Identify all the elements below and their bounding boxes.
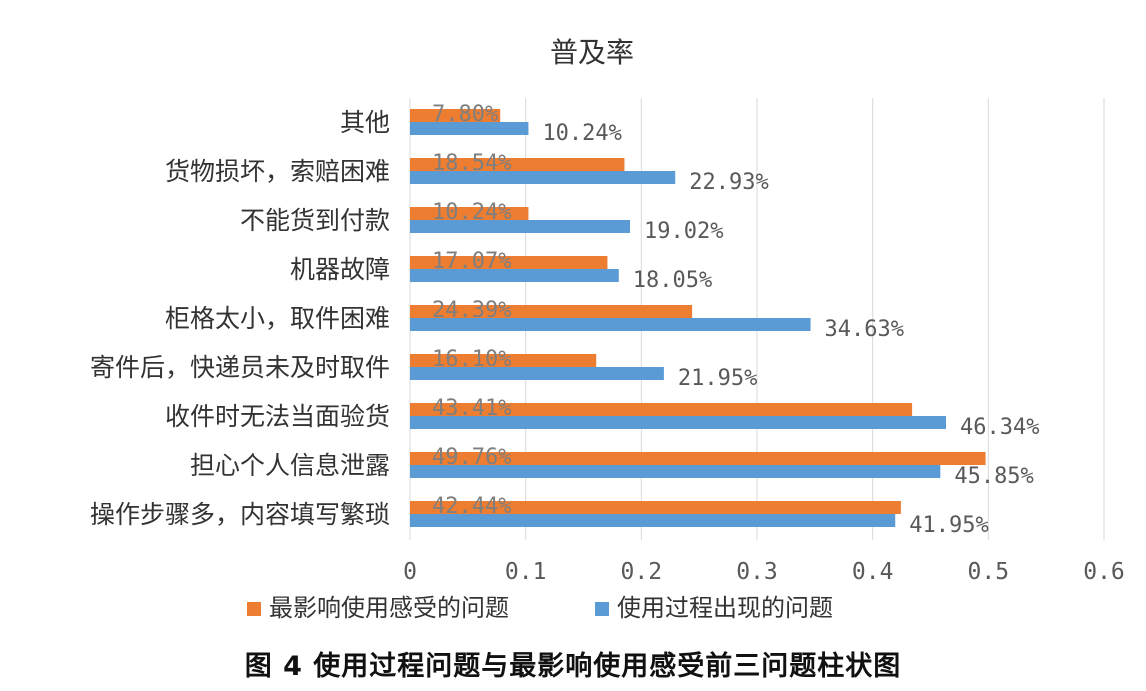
category-label: 收件时无法当面验货: [165, 402, 390, 431]
chart-title: 普及率: [550, 36, 634, 69]
x-tick-label: 0.3: [736, 559, 778, 585]
bar-series-2: [410, 122, 529, 135]
bar-series-2: [410, 367, 664, 380]
data-label-series-2: 10.24%: [542, 121, 621, 146]
data-label-series-1: 43.41%: [432, 396, 511, 421]
bar-series-2: [410, 514, 896, 527]
bar-series-2: [410, 220, 630, 233]
x-tick-label: 0.6: [1083, 559, 1125, 585]
data-label-series-1: 42.44%: [432, 494, 511, 519]
bar-series-2: [410, 416, 946, 429]
data-label-series-1: 7.80%: [432, 102, 498, 127]
data-label-series-2: 22.93%: [689, 170, 768, 195]
bar-series-2: [410, 318, 811, 331]
bar-series-1: [410, 305, 693, 318]
legend-swatch-series-2: [595, 602, 609, 616]
category-label: 操作步骤多，内容填写繁琐: [90, 500, 390, 529]
category-label: 柜格太小，取件困难: [165, 304, 390, 333]
category-label: 其他: [340, 108, 390, 137]
bar-series-1: [410, 403, 913, 416]
legend-label-series-1: 最影响使用感受的问题: [269, 594, 509, 622]
legend-label-series-2: 使用过程出现的问题: [617, 594, 833, 622]
x-tick-label: 0.4: [852, 559, 894, 585]
bar-series-2: [410, 465, 941, 478]
bar-series-1: [410, 354, 597, 367]
bar-series-1: [410, 501, 901, 514]
bar-series-1: [410, 207, 529, 220]
bar-series-2: [410, 269, 619, 282]
data-label-series-1: 17.07%: [432, 249, 511, 274]
data-label-series-2: 45.85%: [954, 464, 1033, 489]
data-label-series-2: 21.95%: [678, 366, 757, 391]
bar-chart: 普及率 0 0.1 0.2 0.3 0.4 0.5 0.6 其他 7.80% 10.24% 货物损坏，…: [90, 36, 1125, 622]
data-label-series-2: 41.95%: [909, 513, 988, 538]
category-label: 不能货到付款: [240, 206, 390, 235]
data-label-series-2: 19.02%: [644, 219, 723, 244]
data-label-series-1: 16.10%: [432, 347, 511, 372]
x-tick-label: 0.5: [968, 559, 1010, 585]
x-tick-label: 0: [403, 559, 417, 585]
bar-series-1: [410, 109, 501, 122]
x-tick-label: 0.1: [505, 559, 547, 585]
data-label-series-2: 46.34%: [960, 415, 1039, 440]
category-label: 担心个人信息泄露: [190, 451, 390, 480]
data-label-series-1: 24.39%: [432, 298, 511, 323]
category-label: 寄件后，快递员未及时取件: [90, 353, 390, 382]
data-label-series-1: 49.76%: [432, 445, 511, 470]
x-tick-label: 0.2: [621, 559, 663, 585]
category-label: 货物损坏，索赔困难: [165, 157, 390, 186]
bar-series-1: [410, 256, 608, 269]
data-label-series-1: 18.54%: [432, 151, 511, 176]
legend-swatch-series-1: [247, 602, 261, 616]
category-label: 机器故障: [290, 255, 390, 284]
data-label-series-2: 34.63%: [825, 317, 904, 342]
data-label-series-1: 10.24%: [432, 200, 511, 225]
data-label-series-2: 18.05%: [633, 268, 712, 293]
bar-series-1: [410, 158, 625, 171]
figure-caption: 图 4 使用过程问题与最影响使用感受前三问题柱状图: [244, 651, 902, 682]
bar-series-2: [410, 171, 676, 184]
bar-series-1: [410, 452, 986, 465]
